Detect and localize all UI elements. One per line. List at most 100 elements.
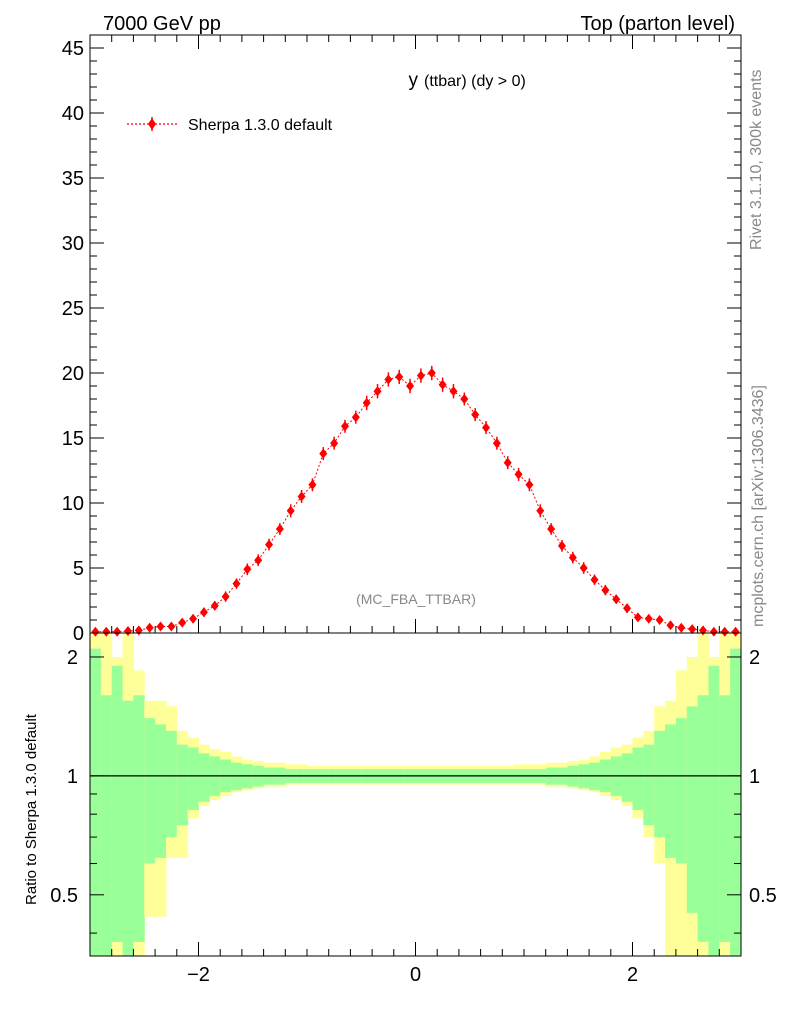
x-tick-label: 2 — [627, 964, 638, 986]
ratio-inner-band — [643, 744, 655, 826]
ratio-inner-band — [187, 747, 199, 810]
ratio-inner-band — [111, 665, 124, 942]
analysis-watermark: (MC_FBA_TTBAR) — [356, 591, 476, 607]
data-point — [102, 626, 111, 637]
ratio-inner-band — [165, 730, 178, 838]
ratio-inner-band — [665, 724, 677, 858]
data-point — [340, 421, 349, 432]
header-right-title: Top (parton level) — [580, 13, 735, 35]
data-point — [547, 524, 556, 534]
ratio-ylabel: Ratio to Sherpa 1.3.0 default — [23, 713, 40, 905]
ratio-inner-band — [686, 706, 699, 913]
ratio-inner-band — [621, 753, 633, 802]
ratio-inner-band — [697, 695, 709, 942]
ratio-y-tick-label: 2 — [67, 647, 78, 669]
ratio-inner-band — [100, 695, 113, 956]
ratio-bands — [90, 633, 742, 956]
data-point — [406, 381, 415, 391]
data-point — [655, 615, 664, 625]
data-point — [167, 621, 176, 632]
data-point — [688, 624, 697, 635]
data-point — [243, 564, 252, 575]
data-point — [373, 386, 382, 397]
data-point — [134, 625, 143, 636]
legend: Sherpa 1.3.0 default — [127, 117, 333, 134]
data-point — [731, 626, 740, 637]
ratio-axis-ticks: 0.5 0.5 1 1 2 2 −2 0 2 — [50, 647, 777, 986]
data-point — [536, 505, 545, 516]
data-point — [395, 371, 404, 382]
data-point — [460, 394, 469, 404]
plot-title-main: y — [409, 70, 419, 91]
data-point — [330, 438, 339, 449]
data-point — [145, 622, 154, 633]
plot-title-sub: (ttbar) (dy > 0) — [424, 73, 526, 90]
y-tick-label: 45 — [62, 38, 84, 60]
data-point — [427, 368, 436, 378]
data-point — [666, 620, 675, 631]
data-point — [568, 552, 577, 563]
header-left-title: 7000 GeV pp — [103, 13, 221, 35]
data-point — [492, 438, 501, 449]
data-point — [677, 622, 686, 633]
main-series — [91, 365, 740, 637]
ratio-y-tick-label: 0.5 — [50, 885, 78, 907]
y-tick-label: 40 — [62, 103, 84, 125]
data-point — [275, 524, 284, 534]
ratio-y-tick-label-right: 2 — [749, 647, 760, 669]
mcplots-label: mcplots.cern.ch [arXiv:1306.3436] — [750, 385, 767, 627]
ratio-inner-band — [730, 648, 742, 956]
ratio-inner-band — [198, 753, 210, 802]
data-point — [601, 585, 610, 596]
data-point — [482, 422, 491, 433]
data-point — [123, 626, 132, 637]
data-point — [579, 563, 588, 573]
data-point — [254, 555, 263, 566]
x-tick-label: 0 — [410, 964, 421, 986]
ratio-inner-band — [155, 724, 167, 858]
y-tick-label: 25 — [62, 298, 84, 320]
ratio-inner-band — [133, 695, 145, 942]
data-point — [449, 386, 458, 397]
data-point — [362, 397, 371, 408]
data-point — [178, 617, 187, 628]
ratio-y-tick-label-right: 1 — [749, 766, 760, 788]
data-point — [720, 626, 729, 637]
main-axis-ticks: 0 5 10 15 20 25 30 35 40 45 — [62, 34, 742, 645]
data-point — [416, 370, 425, 381]
data-point — [189, 613, 198, 624]
data-point — [232, 578, 241, 589]
data-point — [557, 540, 566, 551]
y-tick-label: 20 — [62, 363, 84, 385]
data-point — [590, 574, 599, 585]
ratio-inner-band — [144, 718, 156, 864]
data-point — [612, 594, 621, 605]
ratio-y-tick-label-right: 0.5 — [749, 885, 777, 907]
legend-marker — [148, 118, 156, 130]
data-point — [514, 469, 523, 480]
ratio-inner-band — [675, 718, 688, 864]
data-point — [471, 409, 480, 420]
data-point — [633, 612, 642, 623]
rivet-version-label: Rivet 3.1.10, 300k events — [748, 69, 765, 250]
data-point — [319, 448, 328, 459]
y-tick-label: 10 — [62, 493, 84, 515]
data-point — [308, 479, 317, 490]
data-point — [709, 626, 718, 637]
data-point — [286, 505, 295, 516]
data-point — [297, 491, 306, 502]
y-tick-label: 30 — [62, 233, 84, 255]
ratio-inner-band — [90, 648, 102, 956]
data-point — [91, 626, 100, 637]
data-point — [199, 607, 208, 618]
data-point — [384, 374, 393, 385]
ratio-inner-band — [176, 744, 189, 826]
data-point — [156, 621, 165, 632]
data-point — [503, 457, 512, 468]
ratio-inner-band — [122, 700, 134, 956]
y-tick-label: 5 — [73, 558, 84, 580]
ratio-y-tick-label: 1 — [67, 766, 78, 788]
y-tick-label: 0 — [73, 623, 84, 645]
data-point — [351, 412, 360, 423]
data-point — [221, 591, 230, 602]
